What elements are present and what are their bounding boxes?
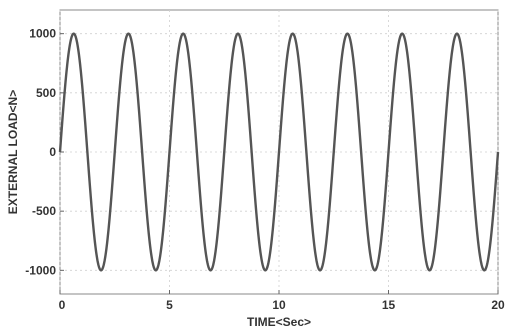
x-axis-ticks: 0 5 10 15 20 <box>59 290 505 312</box>
x-tick-label: 10 <box>272 298 286 312</box>
x-tick-label: 20 <box>491 298 505 312</box>
series-line <box>58 32 500 272</box>
x-tick-label: 5 <box>166 298 173 312</box>
y-tick-label: -500 <box>32 204 56 218</box>
y-tick-label: 1000 <box>29 27 56 41</box>
y-axis-ticks: -1000 -500 0 500 1000 <box>25 27 64 277</box>
x-tick-label: 15 <box>382 298 396 312</box>
y-axis-label: EXTERNAL LOAD<N> <box>6 90 20 214</box>
x-tick-label: 0 <box>59 298 66 312</box>
y-tick-label: -1000 <box>25 263 56 277</box>
y-tick-label: 0 <box>49 145 56 159</box>
x-axis-label: TIME<Sec> <box>247 315 311 329</box>
y-tick-label: 500 <box>36 86 56 100</box>
